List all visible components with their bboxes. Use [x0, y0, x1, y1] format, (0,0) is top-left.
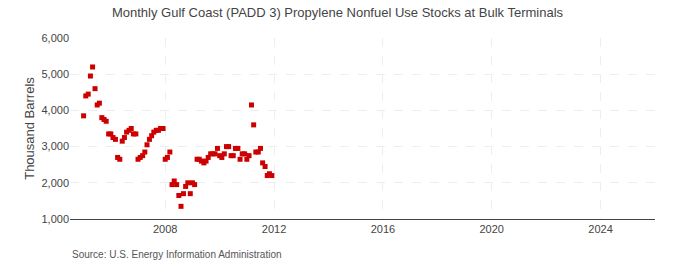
svg-text:1,000: 1,000	[41, 213, 69, 225]
svg-text:Source: U.S. Energy Informatio: Source: U.S. Energy Information Administ…	[72, 249, 282, 260]
svg-text:2012: 2012	[262, 223, 286, 235]
svg-text:Thousand Barrels: Thousand Barrels	[22, 77, 37, 180]
svg-text:2024: 2024	[588, 223, 612, 235]
svg-text:3,000: 3,000	[41, 140, 69, 152]
svg-text:Monthly Gulf Coast (PADD 3) Pr: Monthly Gulf Coast (PADD 3) Propylene No…	[112, 5, 564, 20]
svg-text:4,000: 4,000	[41, 104, 69, 116]
svg-text:2020: 2020	[479, 223, 503, 235]
svg-text:2008: 2008	[153, 223, 177, 235]
svg-text:2016: 2016	[371, 223, 395, 235]
svg-text:5,000: 5,000	[41, 68, 69, 80]
svg-text:2,000: 2,000	[41, 177, 69, 189]
svg-text:6,000: 6,000	[41, 32, 69, 44]
